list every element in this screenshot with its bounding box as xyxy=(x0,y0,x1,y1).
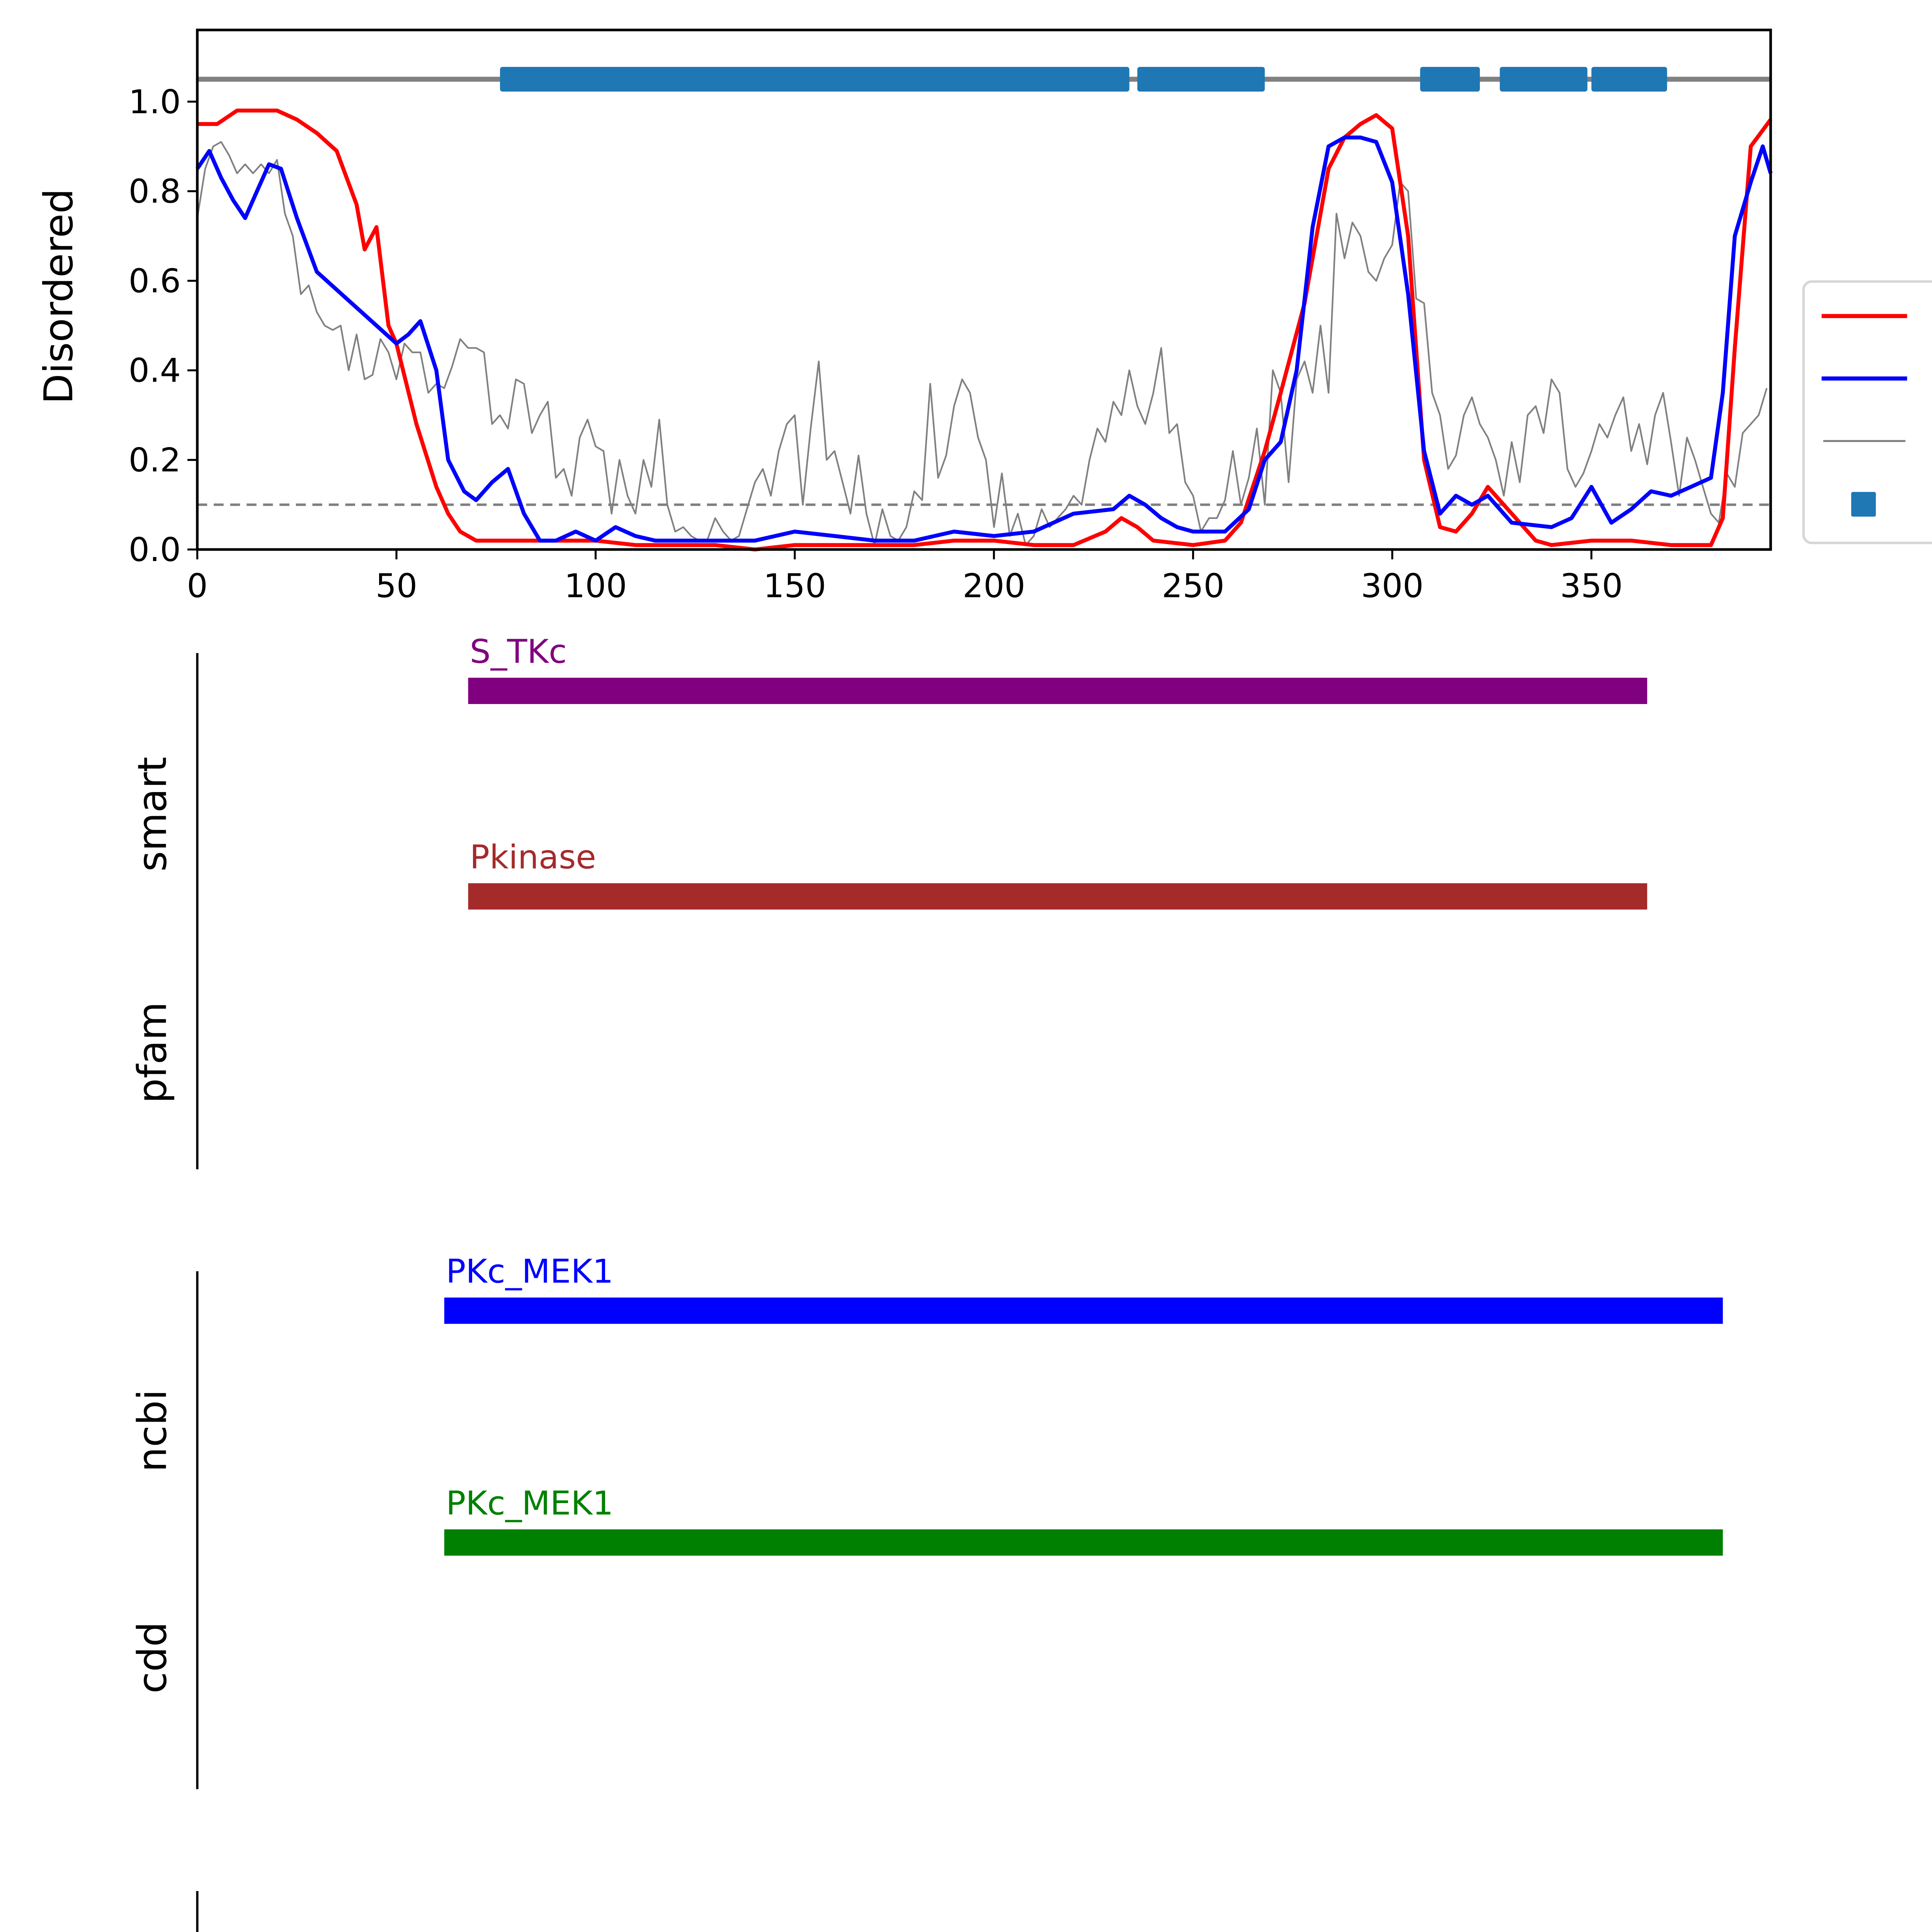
domain-label-smart: S_TKc xyxy=(470,633,567,671)
domain-bar-smart xyxy=(468,677,1647,704)
disorder-panel: 0.0 0.2 0.4 0.6 0.8 1.0 0 50 100 150 200 250 300 350… xyxy=(36,29,1932,605)
track-label-cdd: cdd xyxy=(130,1622,176,1694)
disorder-legend: disopred spot-d iupred ordered region xyxy=(1802,280,1932,544)
y-tick-label: 0.8 xyxy=(129,173,181,211)
disorder-axes-frame xyxy=(196,29,1772,551)
x-tick-label: 150 xyxy=(764,567,826,605)
domain-label-cdd: PKc_MEK1 xyxy=(446,1485,613,1523)
legend-frame xyxy=(1802,280,1932,544)
x-tick-label: 0 xyxy=(187,567,208,605)
ncbi-cdd-domains: PKc_MEK1 PKc_MEK1 xyxy=(444,1253,1723,1556)
y-tick-label: 1.0 xyxy=(129,83,181,121)
y-tick-label: 0.2 xyxy=(129,441,181,480)
domain-label-pfam: Pkinase xyxy=(470,838,596,877)
ordered-region-block xyxy=(1137,67,1265,92)
series-spot-d xyxy=(196,135,1773,543)
x-tick-label: 300 xyxy=(1361,567,1423,605)
series-disopred xyxy=(197,108,1772,552)
y-tick-label: 0.6 xyxy=(129,262,181,300)
domain-bar-pfam xyxy=(468,883,1647,910)
domain-label-ncbi: PKc_MEK1 xyxy=(446,1253,613,1291)
x-tick-label: 100 xyxy=(564,567,627,605)
x-tick-label: 50 xyxy=(376,567,417,605)
domain-bar-cdd xyxy=(444,1529,1723,1556)
series-iupred xyxy=(196,141,1768,546)
ordered-region-block xyxy=(1420,67,1480,92)
ordered-region-block xyxy=(1500,67,1588,92)
y-tick-label: 0.4 xyxy=(129,352,181,390)
x-tick-label: 250 xyxy=(1162,567,1225,605)
disorder-x-ticks: 0 50 100 150 200 250 300 350 xyxy=(187,549,1623,605)
y-tick-label: 0.0 xyxy=(129,531,181,569)
smart-pfam-domains: S_TKc Pkinase xyxy=(468,633,1647,910)
disorder-y-ticks: 0.0 0.2 0.4 0.6 0.8 1.0 xyxy=(129,83,197,569)
track-label-ncbi: ncbi xyxy=(130,1389,176,1472)
ordered-region-block xyxy=(1591,67,1667,92)
ordered-region-block xyxy=(500,67,1129,92)
disorder-plot-area xyxy=(196,67,1773,552)
ncbi-cdd-panel: ncbi cdd PKc_MEK1 PKc_MEK1 xyxy=(130,1253,1723,1789)
x-tick-label: 200 xyxy=(963,567,1025,605)
track-label-smart: smart xyxy=(130,757,176,871)
x-tick-label: 350 xyxy=(1560,567,1622,605)
smart-pfam-panel: smart pfam S_TKc Pkinase xyxy=(130,633,1647,1170)
track-label-pfam: pfam xyxy=(130,1002,176,1104)
legend-ordered-region-swatch xyxy=(1851,492,1876,517)
disorder-y-axis-title: Disordered xyxy=(36,189,82,404)
domain-bar-ncbi xyxy=(444,1298,1723,1324)
